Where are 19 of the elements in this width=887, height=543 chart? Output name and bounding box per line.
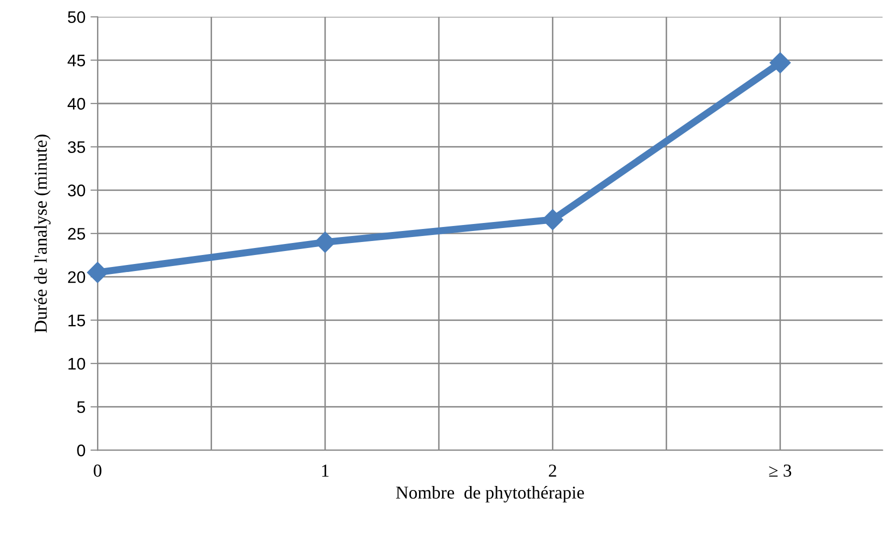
- x-tick-label: 1: [322, 464, 329, 477]
- x-tick-label: 0: [94, 464, 102, 477]
- y-tick-label: 45: [68, 54, 86, 66]
- x-tick-label: 2: [548, 464, 556, 477]
- point: [87, 262, 108, 284]
- y-tick-label: 50: [68, 11, 86, 24]
- y-tick-label: 30: [68, 184, 86, 196]
- y-tick-label: 40: [68, 98, 86, 110]
- x-tick-label: ≥ 3: [769, 464, 792, 477]
- point: [770, 52, 791, 74]
- y-tick-label: 5: [77, 401, 86, 414]
- x-axis-title: Nombre de phytothérapie: [396, 486, 584, 502]
- y-tick-label: 0: [77, 444, 86, 456]
- y-tick-label: 35: [68, 141, 86, 154]
- y-tick-label: 20: [68, 271, 86, 284]
- y-tick-label: 25: [68, 228, 86, 240]
- y-axis-title: Durée de l'analyse (minute): [34, 134, 51, 333]
- y-tick-label: 10: [68, 358, 86, 370]
- y-tick-label: 15: [68, 314, 86, 326]
